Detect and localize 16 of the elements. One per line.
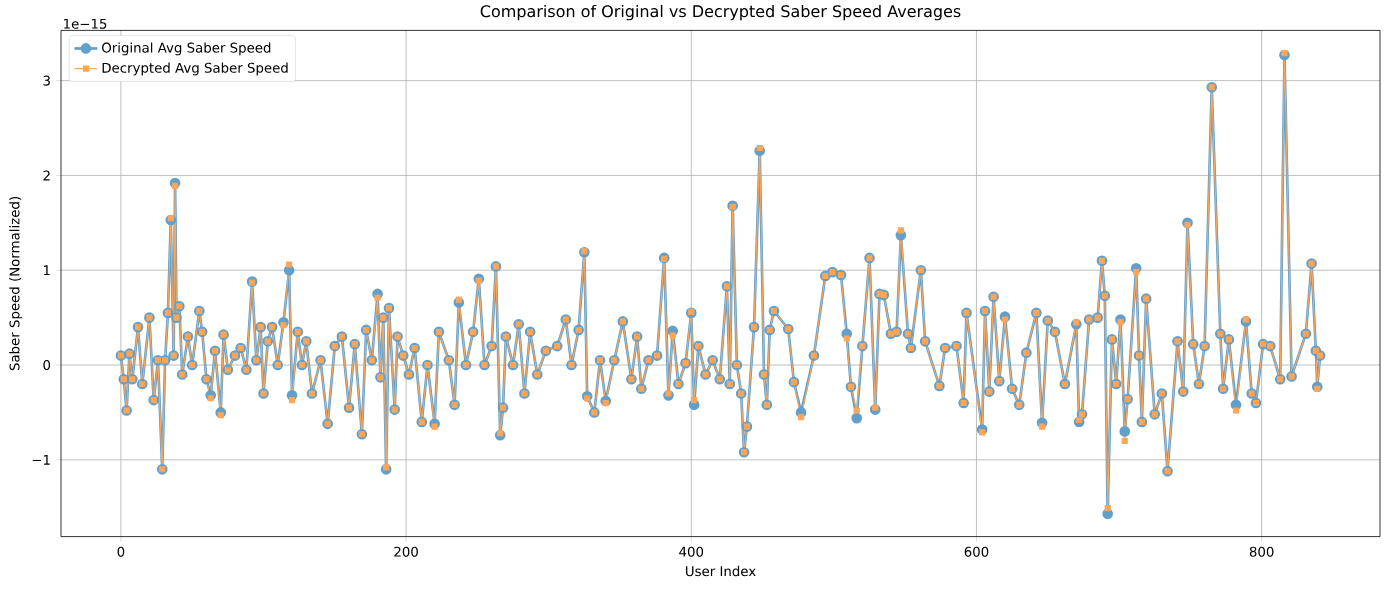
y-tick-label: 0 [43, 359, 51, 371]
x-tick-label: 200 [394, 546, 418, 557]
y-tick-label: 1 [43, 265, 50, 276]
y-axis-title: Saber Speed (Normalized) [9, 197, 23, 371]
legend-label: Decrypted Avg Saber Speed [102, 62, 288, 76]
legend-label: Original Avg Saber Speed [102, 42, 271, 56]
y-tick-label: 3 [43, 75, 50, 86]
x-axis-title: User Index [685, 565, 756, 577]
x-tick-label: 400 [679, 546, 704, 557]
y-tick-label: −1 [32, 454, 50, 465]
x-tick-label: 0 [117, 546, 125, 557]
text: 1e−15 [64, 18, 107, 29]
x-tick-label: 600 [964, 546, 989, 557]
y-tick-label: 2 [43, 170, 50, 181]
x-tick-label: 800 [1249, 546, 1274, 557]
chart-title: Comparison of Original vs Decrypted Saber Speed Averages [480, 4, 961, 21]
